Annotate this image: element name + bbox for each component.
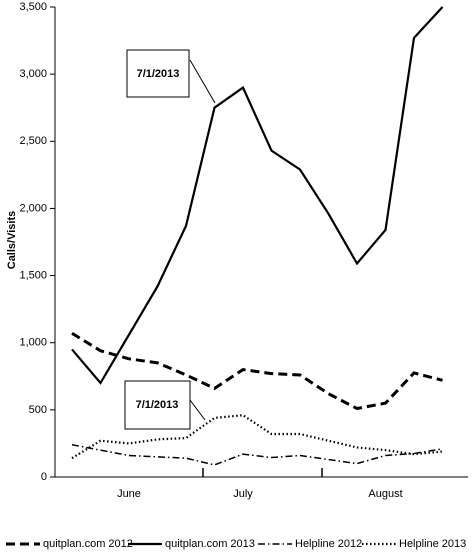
annotation: 7/1/2013 xyxy=(137,68,180,80)
legend-label: quitplan.com 2013 xyxy=(165,538,255,550)
x-tick-label: June xyxy=(117,488,141,500)
y-tick-label: 500 xyxy=(29,404,47,416)
y-tick-label: 1,000 xyxy=(19,337,47,349)
y-axis-label: Calls/Visits xyxy=(6,211,18,270)
annotation: 7/1/2013 xyxy=(136,399,179,411)
annotation-leader xyxy=(189,399,206,421)
y-tick-label: 0 xyxy=(41,471,47,483)
x-tick-label: July xyxy=(233,488,253,500)
y-tick-label: 2,500 xyxy=(19,135,47,147)
series-line xyxy=(71,6,444,385)
annotation-box xyxy=(124,380,191,430)
series-line xyxy=(71,444,443,466)
legend-label: Helpline 2013 xyxy=(399,538,466,550)
y-tick-label: 1,500 xyxy=(19,269,47,281)
y-tick-label: 2,000 xyxy=(19,202,47,214)
series-line xyxy=(71,332,443,411)
y-tick-label: 3,500 xyxy=(19,1,47,13)
y-tick-label: 3,000 xyxy=(19,68,47,80)
annotation-box xyxy=(126,49,190,98)
x-tick-label: August xyxy=(368,488,402,500)
legend-label: quitplan.com 2012 xyxy=(43,538,133,550)
annotation-leader xyxy=(189,59,216,104)
legend-label: Helpline 2012 xyxy=(295,538,362,550)
